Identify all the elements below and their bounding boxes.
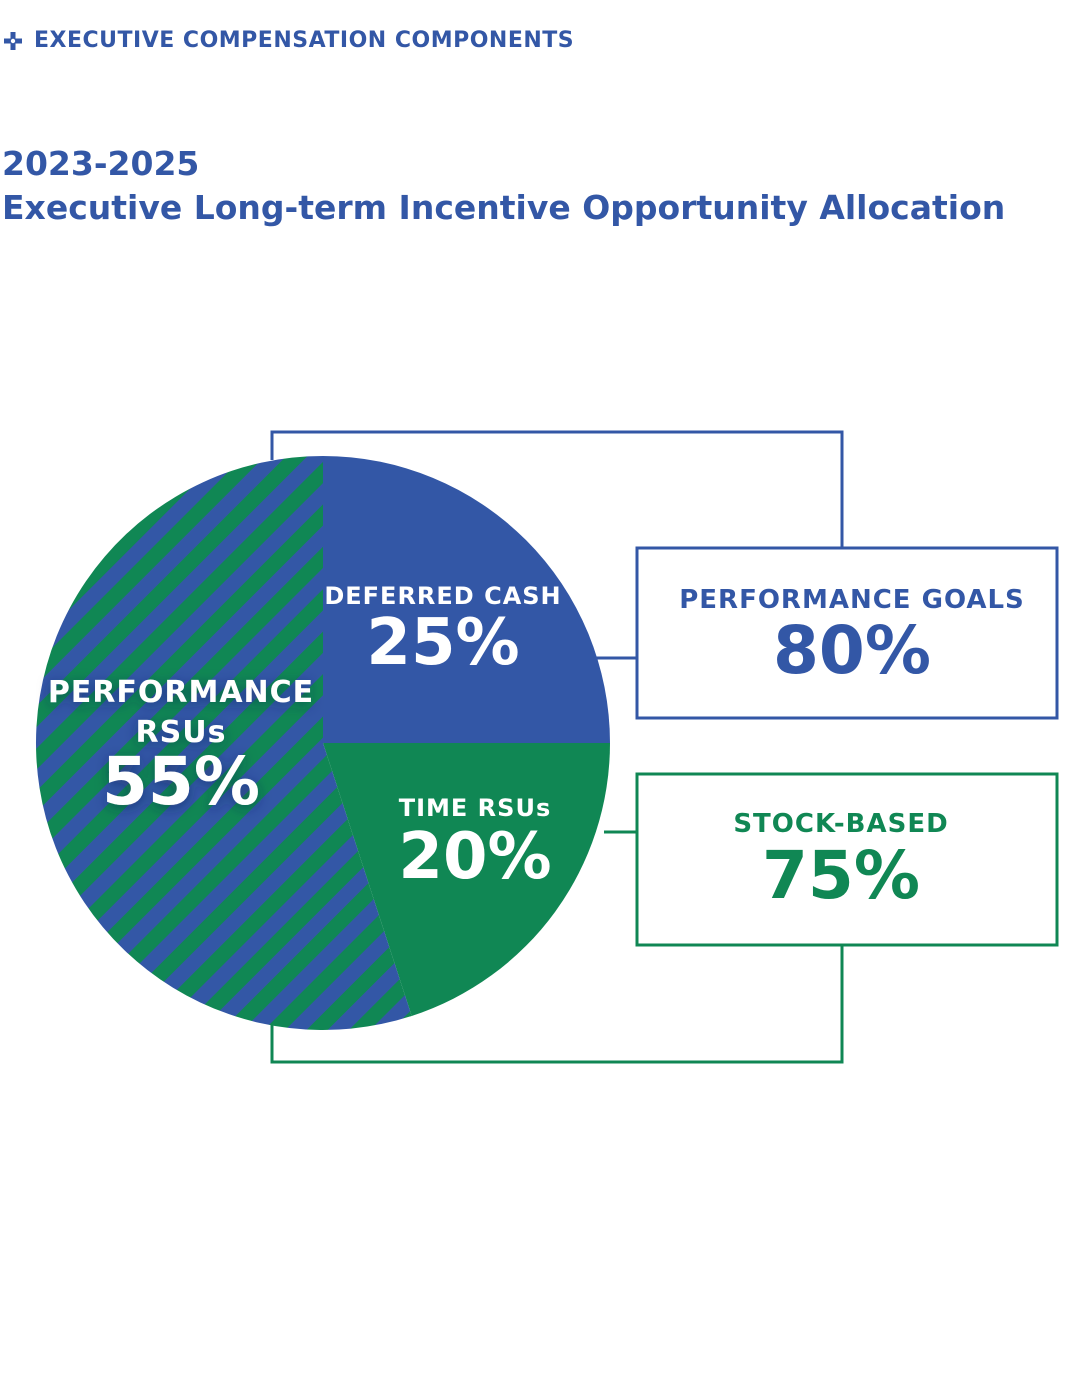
performance-goals-label: PERFORMANCE GOALS <box>679 585 1025 615</box>
chart-title: 2023-2025 Executive Long-term Incentive … <box>2 142 1005 230</box>
pie-slice-deferred-cash <box>323 456 610 743</box>
performance-goals-box <box>635 546 1059 720</box>
pie-slice-time-rsus <box>323 743 610 1016</box>
section-label: EXECUTIVE COMPENSATION COMPONENTS <box>4 28 574 53</box>
chart-title-years: 2023-2025 <box>2 144 200 183</box>
time-rsus-label: TIME RSUs <box>399 794 551 822</box>
stock-based-value: 75% <box>762 837 920 914</box>
section-label-text: EXECUTIVE COMPENSATION COMPONENTS <box>34 28 575 53</box>
stock-based-label: STOCK-BASED <box>733 809 948 839</box>
performance-rsus-value: 55% <box>102 743 260 820</box>
stock-based-box <box>635 772 1059 947</box>
time-rsus-value: 20% <box>398 820 551 894</box>
performance-goals-value: 80% <box>773 612 931 689</box>
deferred-cash-value: 25% <box>366 606 519 680</box>
performance-rsus-label-line1: PERFORMANCE <box>48 675 314 710</box>
pie-slice-performance-rsus <box>35 456 412 1030</box>
deferred-cash-label: DEFERRED CASH <box>324 582 561 610</box>
chart-title-main: Executive Long-term Incentive Opportunit… <box>2 188 1006 227</box>
plus-icon <box>4 31 22 50</box>
performance-rsus-label-group: PERFORMANCE RSUs 55% <box>48 675 314 820</box>
performance-goals-bracket <box>270 430 844 548</box>
performance-rsus-label-line2: RSUs <box>136 715 227 750</box>
stock-based-bracket <box>270 945 844 1064</box>
